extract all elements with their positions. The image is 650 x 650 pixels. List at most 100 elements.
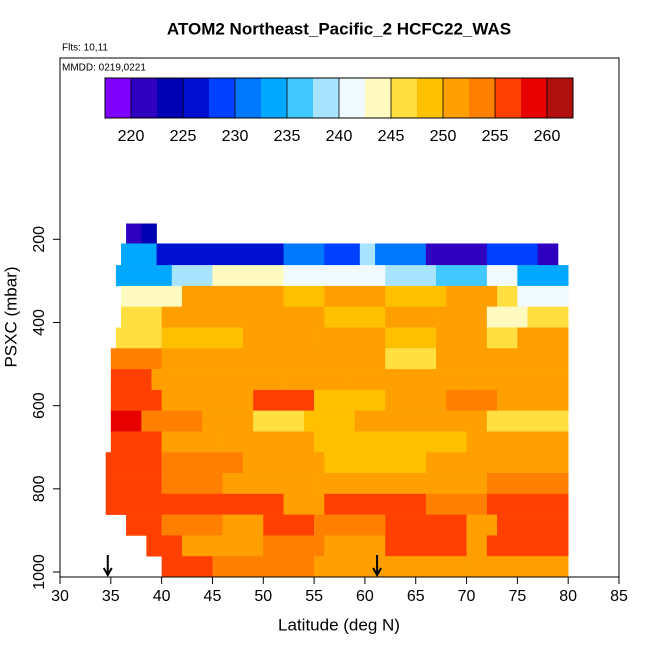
cell	[303, 410, 356, 432]
cell	[263, 535, 325, 557]
cell	[436, 265, 488, 287]
colorbar-bin	[469, 78, 496, 118]
cell	[324, 535, 386, 557]
cell	[466, 514, 498, 536]
cell	[486, 410, 569, 432]
colorbar-bin	[261, 78, 288, 118]
cell	[537, 243, 559, 266]
cell	[486, 473, 569, 495]
cell	[115, 327, 162, 349]
cell	[385, 348, 437, 370]
colorbar-tick-label: 245	[378, 128, 405, 145]
annotation: Flts: 10,11	[62, 43, 108, 54]
colorbar-bin	[547, 78, 574, 118]
cell	[242, 452, 325, 474]
cell	[486, 535, 569, 557]
cell	[466, 556, 569, 578]
cell	[324, 285, 386, 307]
cell	[314, 473, 386, 495]
cell	[202, 410, 254, 432]
colorbar-bin	[131, 78, 158, 118]
cell	[283, 265, 335, 287]
cell	[263, 514, 315, 536]
cell	[446, 285, 498, 307]
cell	[161, 327, 244, 349]
colorbar-bin	[443, 78, 470, 118]
cell	[324, 493, 427, 515]
cell	[161, 452, 244, 474]
cell	[385, 556, 467, 578]
cell	[110, 431, 162, 453]
cell	[161, 306, 264, 328]
colorbar-bin	[521, 78, 548, 118]
cell	[436, 348, 488, 370]
cell	[466, 431, 569, 453]
cell	[151, 369, 213, 391]
cell	[181, 493, 284, 515]
cell	[486, 493, 569, 515]
cell	[283, 243, 325, 266]
cell	[517, 285, 569, 307]
cell	[126, 514, 162, 536]
colorbar-bin	[157, 78, 184, 118]
cell	[161, 431, 223, 453]
cell	[253, 389, 315, 411]
x-tick-label: 55	[305, 588, 323, 605]
cell	[486, 348, 569, 370]
cell	[181, 535, 264, 557]
cell	[486, 452, 569, 474]
arrow	[102, 555, 113, 578]
cell	[344, 369, 396, 391]
colorbar-bin	[417, 78, 444, 118]
cell	[222, 514, 264, 536]
cell	[385, 285, 447, 307]
cell	[385, 535, 467, 557]
colorbar-bin	[365, 78, 392, 118]
x-tick-label: 85	[610, 588, 628, 605]
cell	[232, 348, 305, 370]
annotation: MMDD: 0219,0221	[62, 63, 146, 74]
cell	[314, 431, 386, 453]
cell	[466, 369, 569, 391]
cell	[385, 306, 437, 328]
x-tick-label: 50	[254, 588, 272, 605]
x-tick-label: 75	[508, 588, 526, 605]
cell	[126, 223, 142, 244]
cell	[115, 265, 173, 287]
colorbar-tick-label: 250	[430, 128, 457, 145]
x-tick-label: 80	[559, 588, 577, 605]
cell	[141, 223, 157, 244]
x-tick-label: 70	[458, 588, 476, 605]
heatmap	[105, 223, 569, 578]
x-tick-label: 30	[51, 588, 69, 605]
colorbar-bin	[235, 78, 262, 118]
cell	[354, 410, 427, 432]
colorbar-tick-label: 230	[222, 128, 249, 145]
cell	[466, 535, 488, 557]
cell	[425, 410, 488, 432]
cell	[395, 369, 467, 391]
cell	[263, 306, 325, 328]
x-tick-label: 60	[356, 588, 374, 605]
cell	[146, 535, 183, 557]
cell	[110, 410, 142, 432]
cell	[486, 243, 538, 266]
cell	[222, 431, 315, 453]
cell	[385, 431, 467, 453]
cell	[486, 265, 518, 287]
cell	[486, 306, 528, 328]
colorbar-bin	[287, 78, 314, 118]
cell	[497, 389, 569, 411]
cell	[283, 369, 345, 391]
cell	[497, 285, 518, 307]
cell	[303, 348, 386, 370]
colorbar-bin	[105, 78, 132, 118]
cell	[120, 306, 162, 328]
cell	[385, 514, 467, 536]
colorbar-bin	[183, 78, 210, 118]
cell	[222, 473, 315, 495]
cell	[385, 265, 437, 287]
cell	[314, 389, 386, 411]
cell	[181, 285, 284, 307]
cell	[314, 327, 386, 349]
